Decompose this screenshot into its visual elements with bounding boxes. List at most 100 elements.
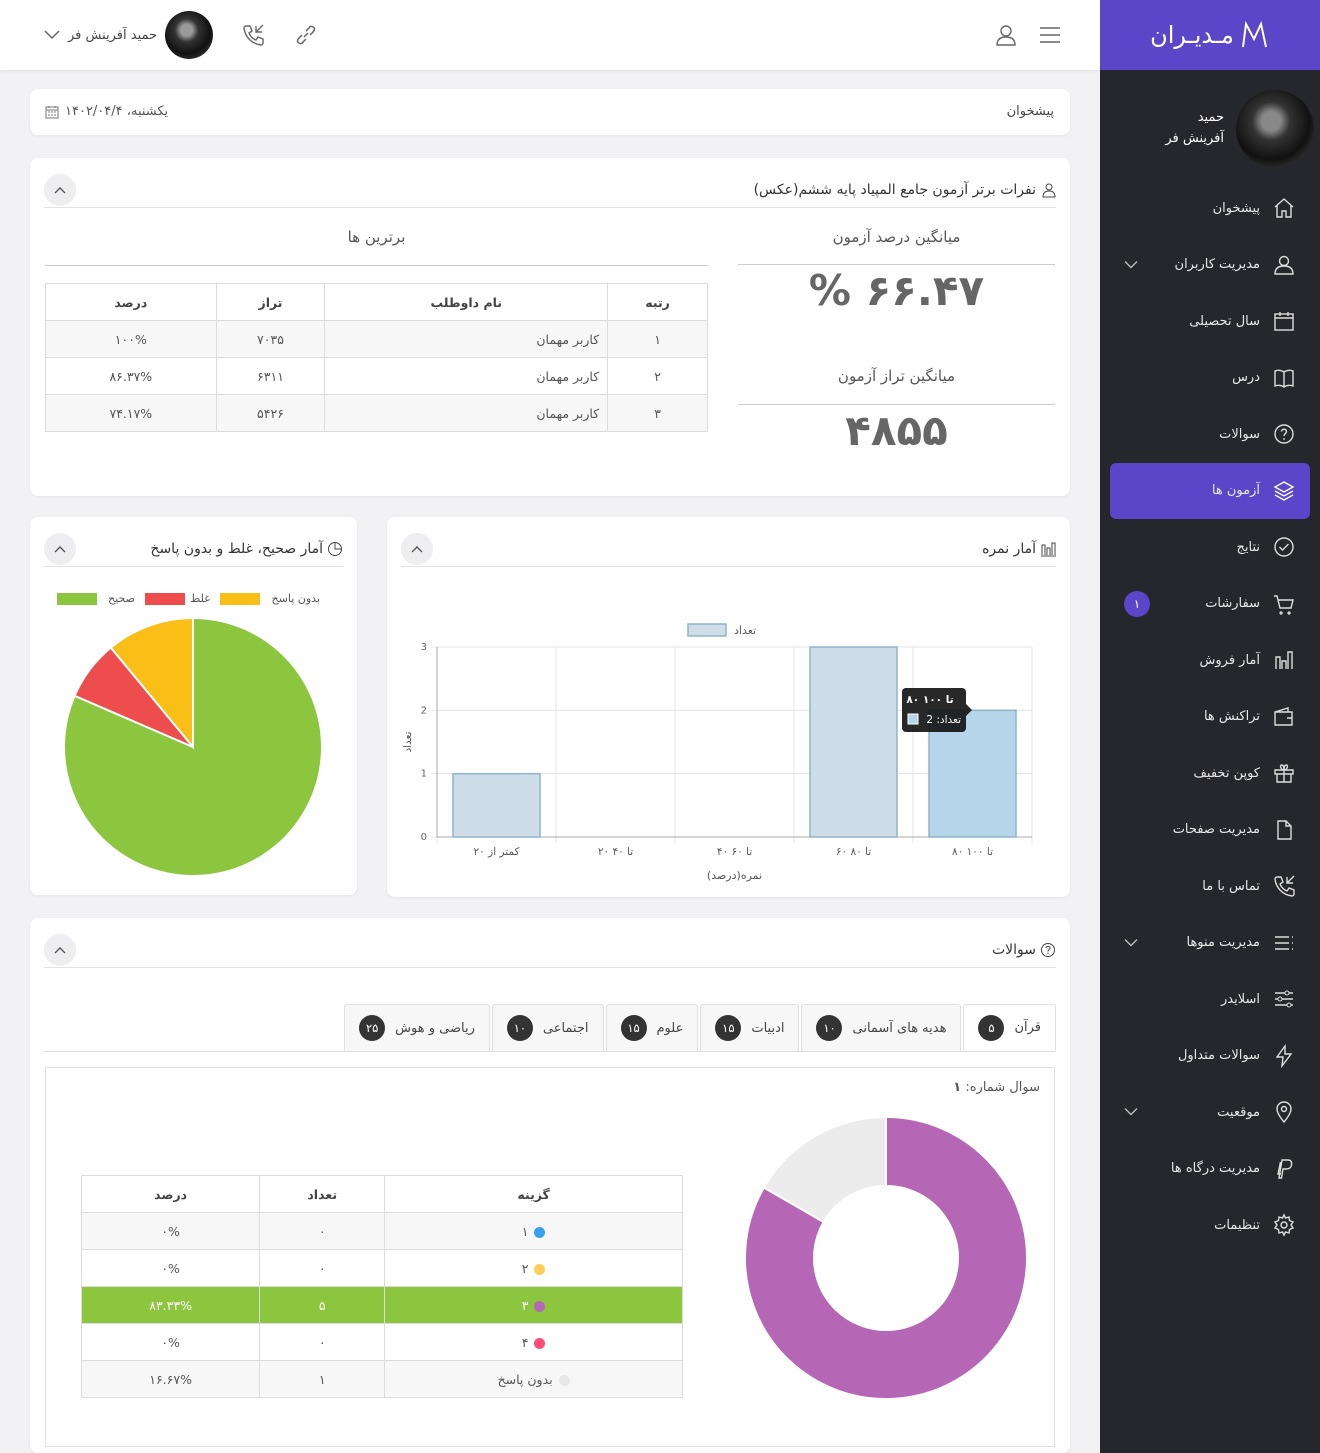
option-donut-chart bbox=[744, 1115, 1028, 1400]
option-count: ۵ bbox=[259, 1286, 386, 1324]
table-header: رتبه bbox=[607, 283, 708, 321]
chart-tooltip: ۸۰ تا ۱۰۰ تعداد: 2 bbox=[902, 688, 972, 732]
table-row: ۱ ۰ ۰% bbox=[80, 1212, 683, 1250]
tab-label: قرآن bbox=[1014, 1020, 1041, 1035]
gift-icon bbox=[1272, 761, 1296, 785]
sidebar-item[interactable]: پیشخوان bbox=[1100, 180, 1320, 237]
sidebar-item-label: آمار فروش bbox=[1199, 652, 1260, 668]
sidebar-item[interactable]: نتایج bbox=[1100, 519, 1320, 576]
sidebar-item[interactable]: تماس با ما bbox=[1100, 858, 1320, 915]
sidebar-item-label: تراکنش ها bbox=[1203, 709, 1260, 725]
bar-chart-icon bbox=[1041, 542, 1056, 556]
brand-logo[interactable]: مـدیـران bbox=[1100, 0, 1320, 70]
sidebar-item[interactable]: مدیریت صفحات bbox=[1100, 802, 1320, 859]
user-menu[interactable]: حمید آفرینش فر bbox=[44, 11, 214, 59]
legend-label: صحیح bbox=[108, 592, 135, 605]
tooltip-title: ۸۰ تا ۱۰۰ bbox=[906, 694, 953, 706]
table-header: درصد bbox=[45, 283, 217, 321]
table-row: ۱ کاربر مهمان ۷۰۳۵ ۱۰۰% bbox=[45, 320, 708, 358]
sidebar-item[interactable]: ۱ سفارشات bbox=[1100, 576, 1320, 633]
subject-tab[interactable]: هدیه های آسمانی ۱۰ bbox=[801, 1004, 962, 1051]
table-cell: کاربر مهمان bbox=[324, 320, 609, 358]
table-cell: ۸۶.۳۷% bbox=[45, 357, 217, 395]
phone-icon[interactable] bbox=[241, 22, 267, 48]
sidebar-item[interactable]: مدیریت کاربران bbox=[1100, 237, 1320, 294]
option-label: ۲ bbox=[521, 1260, 529, 1276]
bar[interactable] bbox=[809, 646, 898, 838]
sidebar-profile[interactable]: حمید آفرینش فر bbox=[1104, 90, 1314, 170]
table-cell: کاربر مهمان bbox=[324, 394, 609, 432]
subject-tab[interactable]: قرآن ۵ bbox=[963, 1004, 1056, 1051]
sidebar-item[interactable]: موقعیت bbox=[1100, 1084, 1320, 1141]
tooltip-swatch bbox=[907, 713, 919, 725]
tab-label: هدیه های آسمانی bbox=[852, 1020, 947, 1036]
link-icon[interactable] bbox=[293, 22, 319, 48]
avatar bbox=[165, 11, 214, 59]
tab-count: ۱۰ bbox=[816, 1015, 843, 1041]
sidebar-item[interactable]: سوالات متداول bbox=[1100, 1028, 1320, 1085]
table-row: ۳ کاربر مهمان ۵۴۲۶ ۷۴.۱۷% bbox=[45, 394, 708, 432]
sidebar-item[interactable]: اسلایدر bbox=[1100, 971, 1320, 1028]
sidebar-item[interactable]: مدیریت منوها bbox=[1100, 915, 1320, 972]
sidebar-item[interactable]: تراکنش ها bbox=[1100, 689, 1320, 746]
sidebar-item[interactable]: آمار فروش bbox=[1100, 632, 1320, 689]
sidebar-item[interactable]: کوپن تخفیف bbox=[1100, 745, 1320, 802]
donut-slice[interactable] bbox=[762, 1115, 887, 1224]
wallet-icon bbox=[1272, 705, 1296, 729]
question-number: ۱ bbox=[953, 1080, 962, 1095]
chevron-down-icon[interactable] bbox=[1124, 1108, 1138, 1117]
sidebar-item[interactable]: مدیریت درگاه ها bbox=[1100, 1141, 1320, 1198]
sliders-icon bbox=[1272, 987, 1296, 1011]
subject-tab[interactable]: ریاضی و هوش ۲۵ bbox=[344, 1004, 490, 1051]
card-title: نفرات برتر آزمون جامع المپیاد پایه ششم(ع… bbox=[753, 181, 1036, 198]
topbar-user-name: حمید آفرینش فر bbox=[68, 27, 158, 43]
sidebar-item[interactable]: سوالات bbox=[1100, 406, 1320, 463]
user-icon[interactable] bbox=[994, 22, 1020, 48]
sidebar-item-label: مدیریت صفحات bbox=[1172, 822, 1260, 838]
option-count: ۰ bbox=[259, 1212, 386, 1250]
legend-swatch[interactable] bbox=[145, 593, 185, 605]
card-title: آمار صحیح، غلط و بدون پاسخ bbox=[150, 540, 323, 557]
brand-name: مـدیـران bbox=[1150, 21, 1234, 49]
collapse-button[interactable] bbox=[44, 174, 76, 206]
layers-icon bbox=[1272, 479, 1296, 503]
legend-swatch[interactable] bbox=[687, 623, 727, 637]
avg-score-value: ۴۸۵۵ bbox=[845, 406, 948, 455]
option-percent: ۰% bbox=[80, 1249, 261, 1287]
sidebar-item[interactable]: سال تحصیلی bbox=[1100, 293, 1320, 350]
option-label: ۴ bbox=[521, 1334, 529, 1350]
option-count: ۰ bbox=[259, 1323, 386, 1361]
subject-tab[interactable]: اجتماعی ۱۰ bbox=[491, 1004, 604, 1051]
sidebar-item-label: سوالات bbox=[1219, 426, 1260, 442]
chevron-down-icon[interactable] bbox=[1124, 938, 1138, 947]
legend-swatch[interactable] bbox=[220, 593, 260, 605]
subject-tab[interactable]: ادبیات ۱۵ bbox=[700, 1004, 800, 1051]
book-icon bbox=[1272, 366, 1296, 390]
legend-swatch[interactable] bbox=[57, 593, 97, 605]
tooltip-label: تعداد: 2 bbox=[926, 714, 961, 726]
collapse-button[interactable] bbox=[44, 934, 76, 966]
collapse-button[interactable] bbox=[44, 533, 76, 565]
orders-badge: ۱ bbox=[1124, 590, 1150, 617]
sidebar-item-label: مدیریت کاربران bbox=[1174, 257, 1260, 273]
sidebar-item[interactable]: تنظیمات bbox=[1100, 1197, 1320, 1254]
table-header: تراز bbox=[215, 283, 326, 321]
sidebar-item[interactable]: آزمون ها bbox=[1110, 462, 1310, 519]
bar[interactable] bbox=[452, 772, 541, 838]
sidebar-menu: پیشخوان مدیریت کاربران سال تحصیلی درس سوالات… bbox=[1100, 180, 1320, 1254]
chevron-down-icon[interactable] bbox=[1124, 260, 1138, 269]
collapse-button[interactable] bbox=[401, 533, 433, 565]
sidebar: مـدیـران حمید آفرینش فر پیشخوان مدیریت کا… bbox=[1100, 0, 1320, 1453]
option-color-dot bbox=[534, 1300, 546, 1312]
tab-label: اجتماعی bbox=[542, 1020, 589, 1036]
sidebar-item[interactable]: درس bbox=[1100, 350, 1320, 407]
donut-slice[interactable] bbox=[744, 1115, 1028, 1400]
subject-tab[interactable]: علوم ۱۵ bbox=[605, 1004, 699, 1051]
cart-icon bbox=[1272, 592, 1296, 616]
chevron-up-icon bbox=[411, 546, 423, 553]
option-percent: ۱۶.۶۷% bbox=[80, 1360, 261, 1398]
hamburger-icon[interactable] bbox=[1037, 22, 1063, 48]
profile-last-name: آفرینش فر bbox=[1165, 130, 1224, 146]
x-tick-label: کمتر از ۲۰ bbox=[474, 846, 520, 858]
pie-slice[interactable] bbox=[109, 616, 194, 750]
